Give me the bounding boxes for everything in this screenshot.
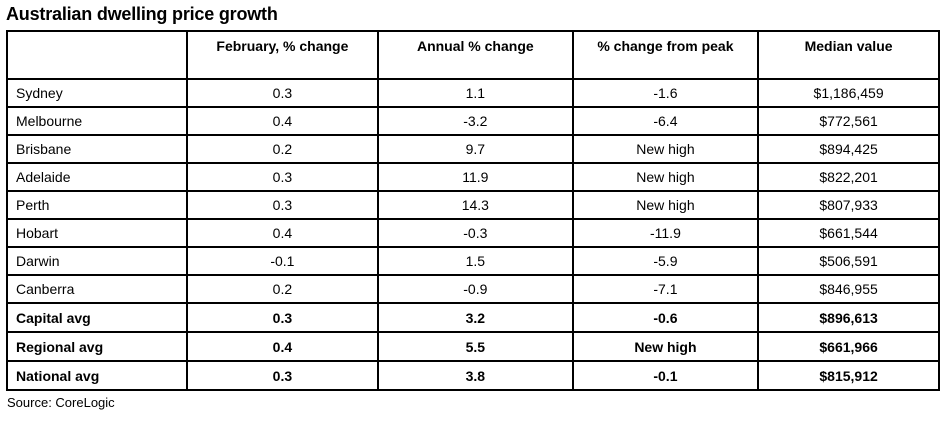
dwelling-price-table: February, % change Annual % change % cha… (6, 30, 940, 391)
table-body: Sydney 0.3 1.1 -1.6 $1,186,459 Melbourne… (6, 78, 940, 391)
cell-annual-change: 3.2 (376, 302, 574, 333)
cell-region: Perth (6, 190, 188, 220)
cell-change-from-peak: New high (571, 331, 760, 362)
cell-median-value: $807,933 (757, 190, 940, 220)
cell-median-value: $894,425 (757, 134, 940, 164)
cell-change-from-peak: -0.1 (571, 360, 760, 391)
table-row: National avg 0.3 3.8 -0.1 $815,912 (6, 360, 940, 391)
cell-region: Capital avg (6, 302, 188, 333)
cell-median-value: $506,591 (757, 246, 940, 276)
cell-median-value: $661,544 (757, 218, 940, 248)
cell-change-from-peak: New high (571, 190, 760, 220)
cell-annual-change: 9.7 (376, 134, 574, 164)
cell-february-change: 0.4 (185, 331, 379, 362)
cell-february-change: 0.2 (185, 134, 379, 164)
cell-change-from-peak: -0.6 (571, 302, 760, 333)
table-row: Brisbane 0.2 9.7 New high $894,425 (6, 134, 940, 164)
cell-february-change: 0.4 (185, 106, 379, 136)
cell-annual-change: -0.9 (376, 274, 574, 304)
column-header-change-from-peak: % change from peak (571, 30, 760, 80)
table-row: Capital avg 0.3 3.2 -0.6 $896,613 (6, 302, 940, 333)
cell-change-from-peak: -7.1 (571, 274, 760, 304)
cell-median-value: $846,955 (757, 274, 940, 304)
cell-median-value: $772,561 (757, 106, 940, 136)
cell-annual-change: 11.9 (376, 162, 574, 192)
cell-region: Darwin (6, 246, 188, 276)
cell-february-change: 0.3 (185, 302, 379, 333)
table-row: Regional avg 0.4 5.5 New high $661,966 (6, 331, 940, 362)
cell-median-value: $822,201 (757, 162, 940, 192)
cell-february-change: 0.3 (185, 78, 379, 108)
cell-change-from-peak: -5.9 (571, 246, 760, 276)
table-row: Perth 0.3 14.3 New high $807,933 (6, 190, 940, 220)
cell-change-from-peak: -11.9 (571, 218, 760, 248)
table-row: Melbourne 0.4 -3.2 -6.4 $772,561 (6, 106, 940, 136)
cell-change-from-peak: New high (571, 134, 760, 164)
page-title: Australian dwelling price growth (6, 4, 278, 24)
cell-median-value: $1,186,459 (757, 78, 940, 108)
cell-region: National avg (6, 360, 188, 391)
cell-annual-change: 1.5 (376, 246, 574, 276)
cell-annual-change: -0.3 (376, 218, 574, 248)
cell-change-from-peak: -6.4 (571, 106, 760, 136)
cell-median-value: $661,966 (757, 331, 940, 362)
cell-region: Hobart (6, 218, 188, 248)
cell-region: Brisbane (6, 134, 188, 164)
cell-median-value: $815,912 (757, 360, 940, 391)
cell-annual-change: 5.5 (376, 331, 574, 362)
cell-annual-change: -3.2 (376, 106, 574, 136)
cell-february-change: -0.1 (185, 246, 379, 276)
source-note: Source: CoreLogic (7, 395, 115, 410)
cell-february-change: 0.3 (185, 162, 379, 192)
column-header-median-value: Median value (757, 30, 940, 80)
cell-change-from-peak: -1.6 (571, 78, 760, 108)
cell-region: Adelaide (6, 162, 188, 192)
table-row: Adelaide 0.3 11.9 New high $822,201 (6, 162, 940, 192)
cell-february-change: 0.4 (185, 218, 379, 248)
column-header-february-change: February, % change (185, 30, 379, 80)
cell-region: Sydney (6, 78, 188, 108)
cell-region: Regional avg (6, 331, 188, 362)
cell-change-from-peak: New high (571, 162, 760, 192)
header-row: February, % change Annual % change % cha… (6, 30, 940, 80)
column-header-region (6, 30, 188, 80)
table-row: Hobart 0.4 -0.3 -11.9 $661,544 (6, 218, 940, 248)
table-header: February, % change Annual % change % cha… (6, 30, 940, 80)
cell-february-change: 0.3 (185, 190, 379, 220)
table-row: Sydney 0.3 1.1 -1.6 $1,186,459 (6, 78, 940, 108)
cell-annual-change: 1.1 (376, 78, 574, 108)
cell-february-change: 0.3 (185, 360, 379, 391)
cell-annual-change: 3.8 (376, 360, 574, 391)
cell-february-change: 0.2 (185, 274, 379, 304)
cell-annual-change: 14.3 (376, 190, 574, 220)
page: Australian dwelling price growth Februar… (6, 4, 940, 410)
cell-region: Melbourne (6, 106, 188, 136)
table-row: Darwin -0.1 1.5 -5.9 $506,591 (6, 246, 940, 276)
cell-median-value: $896,613 (757, 302, 940, 333)
table-row: Canberra 0.2 -0.9 -7.1 $846,955 (6, 274, 940, 304)
cell-region: Canberra (6, 274, 188, 304)
column-header-annual-change: Annual % change (376, 30, 574, 80)
